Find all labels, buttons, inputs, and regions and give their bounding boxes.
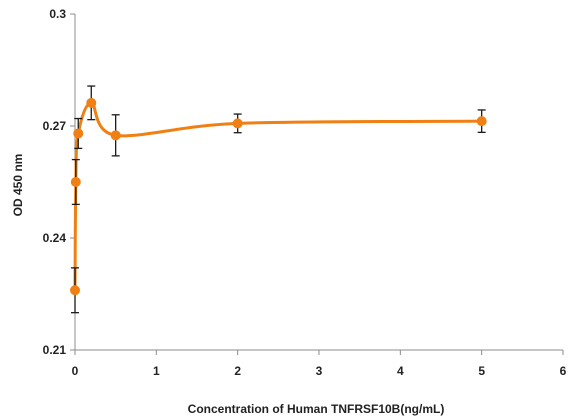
x-tick-label: 1 — [153, 364, 160, 378]
x-tick-label: 3 — [316, 364, 323, 378]
data-point — [70, 285, 80, 296]
series-line-0 — [73, 101, 484, 292]
data-point — [110, 130, 121, 141]
x-axis-label: Concentration of Human TNFRSF10B(ng/mL) — [188, 402, 445, 416]
y-tick-label: 0.21 — [43, 343, 67, 357]
data-point — [70, 177, 81, 187]
point-layer — [70, 97, 487, 296]
curve-layer — [73, 101, 484, 292]
data-point — [232, 118, 243, 129]
data-point — [86, 97, 97, 108]
data-point — [73, 128, 84, 139]
y-tick-label: 0.3 — [49, 7, 66, 21]
y-axis-label: OD 450 nm — [11, 154, 25, 217]
y-tick-label: 0.24 — [43, 231, 67, 245]
data-point — [476, 116, 487, 127]
x-tick-label: 2 — [234, 364, 241, 378]
x-tick-label: 5 — [478, 364, 485, 378]
tick-labels: 0.21 0.24 0.27 0.3 0 1 2 3 4 5 6 — [43, 7, 567, 378]
axes — [70, 13, 564, 355]
x-tick-label: 4 — [397, 364, 404, 378]
x-tick-label: 0 — [72, 364, 79, 378]
x-tick-label: 6 — [560, 364, 567, 378]
y-tick-label: 0.27 — [43, 119, 67, 133]
